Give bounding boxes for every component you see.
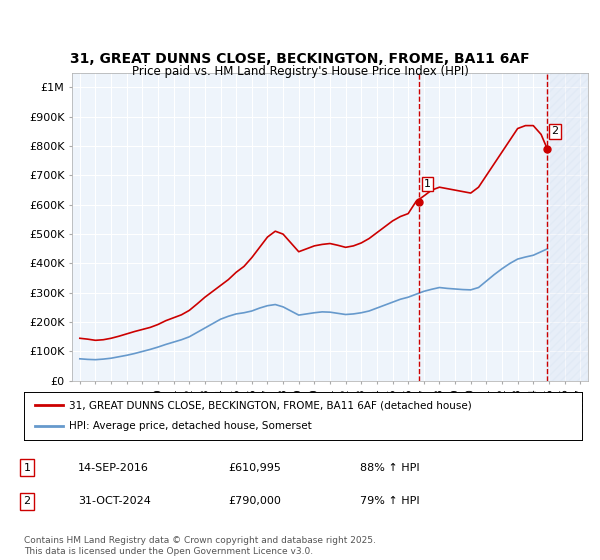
- Text: 1: 1: [23, 463, 31, 473]
- Text: 31, GREAT DUNNS CLOSE, BECKINGTON, FROME, BA11 6AF: 31, GREAT DUNNS CLOSE, BECKINGTON, FROME…: [70, 52, 530, 66]
- Text: £610,995: £610,995: [228, 463, 281, 473]
- Text: 31, GREAT DUNNS CLOSE, BECKINGTON, FROME, BA11 6AF (detached house): 31, GREAT DUNNS CLOSE, BECKINGTON, FROME…: [68, 400, 472, 410]
- Bar: [547, 73, 588, 381]
- Text: 14-SEP-2016: 14-SEP-2016: [78, 463, 149, 473]
- Text: Contains HM Land Registry data © Crown copyright and database right 2025.
This d: Contains HM Land Registry data © Crown c…: [24, 536, 376, 556]
- Text: 79% ↑ HPI: 79% ↑ HPI: [360, 496, 419, 506]
- Text: £790,000: £790,000: [228, 496, 281, 506]
- Text: Price paid vs. HM Land Registry's House Price Index (HPI): Price paid vs. HM Land Registry's House …: [131, 64, 469, 78]
- Text: HPI: Average price, detached house, Somerset: HPI: Average price, detached house, Some…: [68, 421, 311, 431]
- Text: 2: 2: [23, 496, 31, 506]
- Text: 1: 1: [424, 179, 431, 189]
- Text: 2: 2: [551, 127, 559, 137]
- Text: 88% ↑ HPI: 88% ↑ HPI: [360, 463, 419, 473]
- Text: 31-OCT-2024: 31-OCT-2024: [78, 496, 151, 506]
